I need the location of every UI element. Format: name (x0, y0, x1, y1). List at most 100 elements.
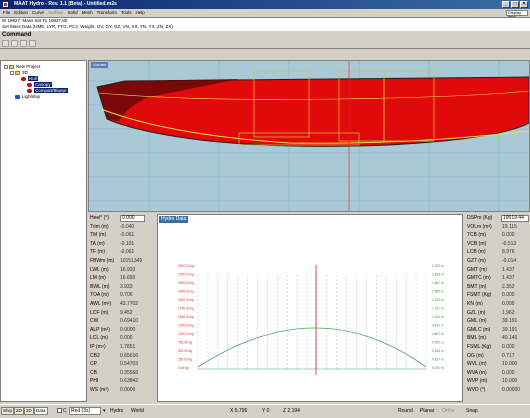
menu-surface[interactable]: Surface (48, 10, 64, 15)
toggle-ortho[interactable]: Ortho (442, 408, 455, 414)
menu-transform[interactable]: Transform (96, 10, 117, 15)
maximize-button[interactable]: □ (511, 1, 519, 8)
param-label: ALP (m²) (90, 326, 110, 333)
menu-mesh[interactable]: Mesh (81, 10, 93, 15)
param-row: WS (m²) 0.0000 (88, 386, 156, 395)
tab-ship[interactable]: Ship (1, 407, 15, 415)
menu-file[interactable]: File (3, 10, 11, 15)
right-tick-label: 0.000 m (432, 366, 444, 370)
new-icon[interactable] (2, 40, 9, 47)
mode-hydro[interactable]: Hydro (110, 408, 124, 414)
hydro-data-tab[interactable]: Hydro Data (159, 216, 189, 223)
menu-edition[interactable]: Edition (14, 10, 29, 15)
chevron-down-icon[interactable]: ▾ (103, 408, 106, 414)
hull-view (89, 61, 529, 211)
coord-y: Y 0 (262, 408, 270, 414)
menu-help[interactable]: Help (135, 10, 145, 15)
result-label: LCB (m) (467, 249, 486, 256)
param-row: LWL (m) 16.933 (88, 266, 156, 275)
command-label[interactable]: Command (0, 31, 530, 39)
param-label: FBWm (m) (90, 258, 115, 264)
result-label: FSML (Kg) (467, 344, 491, 350)
param-row: Trim (m) -0.040 (88, 223, 156, 232)
folder-icon (9, 64, 14, 69)
result-row: KN (m) 0.000 (465, 300, 530, 309)
menu-curve[interactable]: Curve (32, 10, 45, 15)
param-label: Trim (m) (90, 223, 109, 230)
result-row: GMLC (m) 39.191 (465, 326, 530, 335)
result-value: 0.00000 (502, 387, 521, 393)
hull-icon (21, 76, 26, 81)
result-value: -0.014 (502, 258, 517, 264)
area-curve (197, 327, 427, 368)
tree-item-canopy[interactable]: Canopy (27, 82, 52, 87)
undo-icon[interactable] (29, 40, 36, 47)
result-row: WVP (m) 10.000 (465, 377, 530, 386)
save-icon[interactable] (20, 40, 27, 47)
param-label: TM (m) (90, 232, 107, 239)
left-tick-label: 500.00 kg (178, 349, 192, 353)
project-tree: - New Project -3D Hull Canopy Compart/Blu… (0, 60, 87, 402)
displacement-input[interactable]: 19519.44 (501, 215, 529, 222)
param-value: 10151349 (120, 258, 143, 264)
right-tick-label: 0.667 m (432, 332, 444, 336)
hull-shadow (97, 79, 239, 121)
menu-solid[interactable]: Solid (67, 10, 78, 15)
mode-world[interactable]: World (131, 408, 144, 414)
left-tick-label: 750.00 kg (178, 341, 192, 345)
param-label: AWL (m²) (90, 301, 112, 307)
close-button[interactable]: × (520, 1, 528, 8)
tree-item-compart[interactable]: Compart/Bluepr (27, 88, 68, 93)
open-icon[interactable] (11, 40, 18, 47)
param-value: -0.101 (120, 240, 135, 247)
result-label: TCB (m) (467, 232, 486, 239)
result-row: LCB (m) 8.976 (465, 248, 530, 257)
display-item-dropdown[interactable]: Display Item (506, 10, 528, 19)
coord-x: X 5.796 (230, 408, 248, 414)
collapse-icon[interactable]: - (4, 64, 8, 69)
result-label: BMT (m) (467, 283, 487, 290)
param-value: 16.933 (120, 266, 136, 273)
hull-shape[interactable] (96, 76, 529, 147)
result-row: GZT (m) -0.014 (465, 257, 530, 266)
result-row: TCB (m) 0.000 (465, 231, 530, 240)
param-value: 3.933 (120, 283, 133, 290)
menu-tools[interactable]: Tools (120, 10, 132, 15)
color-toggle[interactable]: C (57, 407, 67, 415)
tree-node-3d[interactable]: -3D (10, 70, 28, 75)
param-value: -0.061 (120, 249, 135, 256)
param-label: LCL (m) (90, 335, 108, 342)
tree-node-project[interactable]: - New Project (4, 64, 41, 69)
result-row: FSML (Kg) 0.000 (465, 343, 530, 352)
folder-icon (15, 70, 20, 75)
param-row: TA (m) -0.101 (88, 240, 156, 249)
param-label: CP (90, 361, 97, 368)
tab-data[interactable]: Data (34, 407, 48, 415)
toggle-planar[interactable]: Planar (420, 408, 435, 414)
param-row: FBWm (m) 10151349 (88, 257, 156, 266)
result-value: 0.000 (502, 369, 515, 376)
app-icon (3, 2, 8, 7)
param-label: PHI (90, 378, 99, 385)
checkbox-icon[interactable] (57, 408, 62, 414)
heel-input[interactable]: 0.000 (120, 215, 145, 222)
minimize-button[interactable]: _ (502, 1, 510, 8)
result-label: GMT (m) (467, 266, 487, 273)
tree-item-lightship[interactable]: Lightship (15, 94, 40, 99)
color-select[interactable]: Red (3s) (69, 407, 101, 415)
tab-2d[interactable]: 2D (14, 407, 24, 415)
result-row-disp: DSPm (Kg) 19519.44 (465, 214, 530, 223)
param-label: LM (m) (90, 275, 106, 282)
result-label: WVP (m) (467, 378, 488, 385)
result-label: WVA (m) (467, 369, 487, 376)
volume-viewport[interactable]: Volume (88, 60, 530, 212)
toggle-round[interactable]: Round (398, 408, 413, 414)
toggle-snap[interactable]: Snap (466, 408, 478, 414)
collapse-icon[interactable]: - (10, 70, 14, 75)
tree-item-hull[interactable]: Hull (21, 76, 38, 81)
result-row: VCB (m) -0.513 (465, 240, 530, 249)
param-label: CB2 (90, 352, 100, 359)
tab-3d[interactable]: 3D (24, 407, 34, 415)
right-tick-label: 1.833 m (432, 273, 444, 277)
param-label: Heel° (°) (90, 215, 110, 221)
